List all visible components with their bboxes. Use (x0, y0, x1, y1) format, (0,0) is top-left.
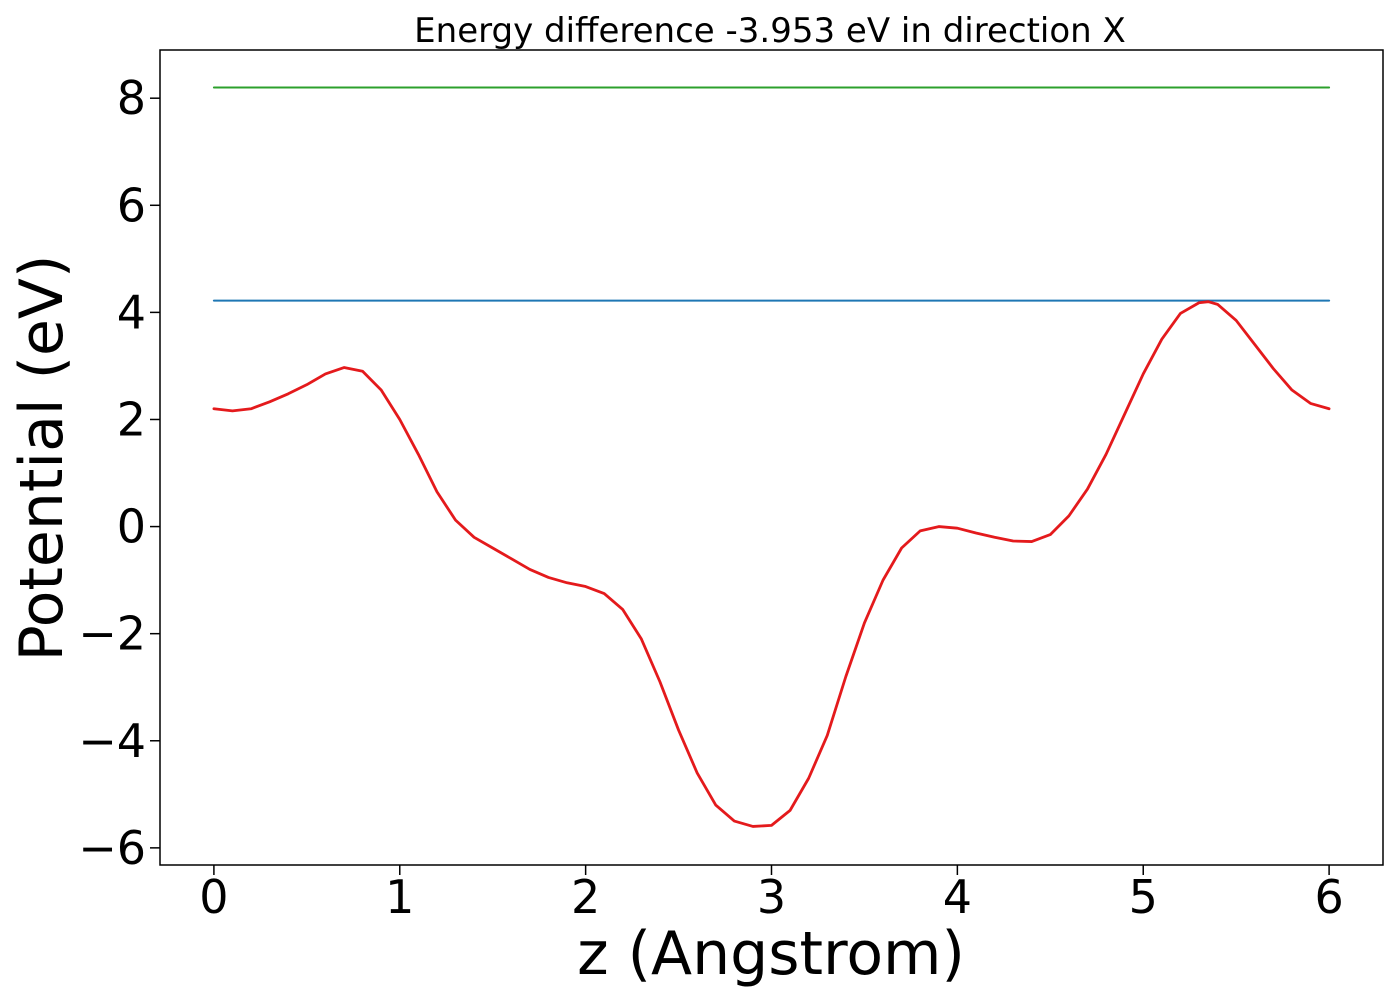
y-tick-label: −4 (78, 714, 146, 768)
potential-curve (212, 300, 1331, 828)
y-tick-label: 6 (117, 178, 146, 232)
plot-frame (159, 49, 1384, 866)
x-tick-label: 6 (1314, 870, 1343, 924)
x-tick-label: 3 (757, 870, 786, 924)
y-axis-label: Potential (eV) (7, 255, 77, 662)
x-tick-label: 0 (199, 870, 228, 924)
y-tick-label: 2 (117, 392, 146, 446)
x-tick-label: 1 (385, 870, 414, 924)
x-axis: 0 1 2 3 4 5 6 (199, 865, 1344, 924)
y-axis: −6 −4 −2 0 2 4 6 8 (78, 71, 160, 875)
y-tick-label: 0 (117, 500, 146, 554)
chart-title: Energy difference -3.953 eV in direction… (414, 11, 1126, 51)
x-tick-label: 5 (1129, 870, 1158, 924)
y-tick-label: −2 (78, 607, 146, 661)
y-tick-label: 8 (117, 71, 146, 125)
x-tick-label: 4 (943, 870, 972, 924)
y-tick-label: −6 (78, 821, 146, 875)
y-tick-label: 4 (117, 285, 146, 339)
series-layer (212, 86, 1331, 828)
x-axis-label: z (Angstrom) (577, 919, 965, 989)
x-tick-label: 2 (571, 870, 600, 924)
